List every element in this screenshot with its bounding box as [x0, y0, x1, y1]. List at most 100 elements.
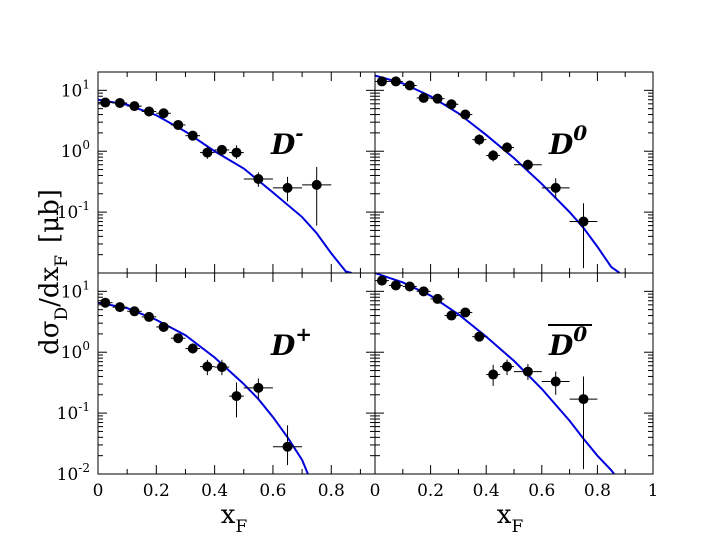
- y-tick-label-top-exp: -1: [78, 199, 90, 213]
- data-point: [156, 321, 171, 332]
- x-tick-label-left: 0.6: [259, 481, 286, 501]
- data-marker: [231, 391, 242, 402]
- panel-label-sup: -: [295, 121, 303, 145]
- y-tick-label-top-base: 10: [61, 142, 83, 162]
- y-axis-title-sub1: D: [52, 307, 72, 321]
- y-tick-label-bottom-base: 10: [57, 404, 79, 424]
- y-axis-title: dσD/dxF [μb]: [35, 189, 72, 355]
- x-axis-title-left: xF: [221, 500, 248, 537]
- data-marker: [100, 297, 111, 308]
- data-marker: [282, 441, 293, 452]
- x-tick-label-left: 0.8: [318, 481, 345, 501]
- data-marker: [231, 147, 242, 158]
- data-marker: [432, 293, 443, 304]
- y-tick-label-bottom-exp: -1: [78, 400, 90, 414]
- y-tick-label-bottom: 100: [61, 339, 90, 363]
- panel-label: D+: [270, 322, 312, 362]
- y-tick-label-top-exp: 0: [82, 138, 90, 152]
- data-point: [98, 97, 113, 108]
- data-marker: [550, 376, 561, 387]
- data-point: [514, 364, 542, 380]
- data-point: [416, 92, 431, 103]
- y-tick-label-bottom: 101: [61, 278, 90, 302]
- panel-frame: [374, 71, 654, 274]
- data-marker: [522, 366, 533, 377]
- panel-bottom-right: D0: [374, 272, 654, 475]
- data-point: [430, 293, 445, 304]
- y-tick-label-bottom: 10-2: [57, 461, 90, 485]
- data-point: [141, 311, 157, 322]
- data-marker: [404, 80, 415, 91]
- data-point: [458, 109, 473, 120]
- data-marker: [129, 101, 140, 112]
- data-point: [170, 333, 186, 344]
- x-axis-title-right-main: x: [497, 500, 512, 530]
- y-axis-title-unit: [μb]: [35, 189, 65, 243]
- data-point: [541, 178, 570, 199]
- data-point: [541, 371, 570, 395]
- data-marker: [404, 281, 415, 292]
- y-tick-label-bottom-exp: -2: [78, 461, 90, 475]
- data-marker: [158, 108, 169, 119]
- data-point: [200, 359, 215, 376]
- data-marker: [376, 76, 387, 87]
- data-marker: [418, 92, 429, 103]
- data-marker: [390, 76, 401, 87]
- panel-label: D0: [548, 121, 587, 161]
- data-point: [569, 203, 598, 269]
- data-point: [375, 76, 389, 87]
- x-axis-title-left-main: x: [221, 500, 236, 530]
- data-point: [430, 93, 445, 104]
- data-point: [302, 167, 332, 226]
- data-marker: [474, 331, 485, 342]
- data-point: [416, 286, 431, 297]
- y-tick-label-top-base: 10: [57, 203, 79, 223]
- data-marker: [488, 150, 499, 161]
- data-marker: [173, 119, 184, 130]
- data-marker: [522, 159, 533, 170]
- data-point: [98, 297, 113, 308]
- data-marker: [253, 382, 264, 393]
- panel-label-base: D: [548, 128, 574, 161]
- data-point: [486, 149, 501, 162]
- data-marker: [114, 302, 125, 313]
- data-marker: [311, 179, 322, 190]
- x-tick-label-right: 0: [370, 481, 381, 501]
- svg-text:dσD/dxF[μb]: dσD/dxF [μb]: [35, 189, 72, 355]
- data-marker: [187, 130, 198, 141]
- data-point: [472, 134, 487, 146]
- panel-label-sup: +: [295, 322, 312, 346]
- data-point: [500, 142, 514, 154]
- panel-label-base: D: [270, 128, 296, 161]
- y-tick-label-bottom-base: 10: [57, 465, 79, 485]
- data-marker: [376, 275, 387, 286]
- data-point: [127, 306, 142, 317]
- y-tick-label-bottom-exp: 0: [82, 339, 90, 353]
- data-marker: [187, 343, 198, 354]
- y-tick-label-top-exp: 1: [82, 77, 90, 91]
- data-point: [569, 376, 598, 470]
- data-point: [141, 106, 157, 117]
- data-marker: [550, 182, 561, 193]
- data-marker: [578, 394, 589, 405]
- data-marker: [100, 97, 111, 108]
- panel-label-sup: 0: [573, 322, 587, 346]
- data-point: [112, 97, 128, 108]
- x-tick-label-right: 0.2: [417, 481, 444, 501]
- data-marker: [432, 93, 443, 104]
- x-tick-label-right: 0.8: [584, 481, 611, 501]
- x-tick-label-left: 0.4: [201, 481, 228, 501]
- data-point: [458, 307, 473, 318]
- data-point: [500, 359, 514, 376]
- y-tick-label-bottom: 10-1: [57, 400, 90, 424]
- x-axis-title-left-sub: F: [235, 517, 247, 537]
- panel-frame: [374, 272, 654, 475]
- y-tick-label-bottom-base: 10: [61, 282, 83, 302]
- data-marker: [446, 99, 457, 110]
- data-point: [472, 331, 487, 342]
- data-marker: [488, 369, 499, 380]
- data-marker: [144, 311, 155, 322]
- data-point: [514, 159, 542, 171]
- data-point: [444, 99, 459, 110]
